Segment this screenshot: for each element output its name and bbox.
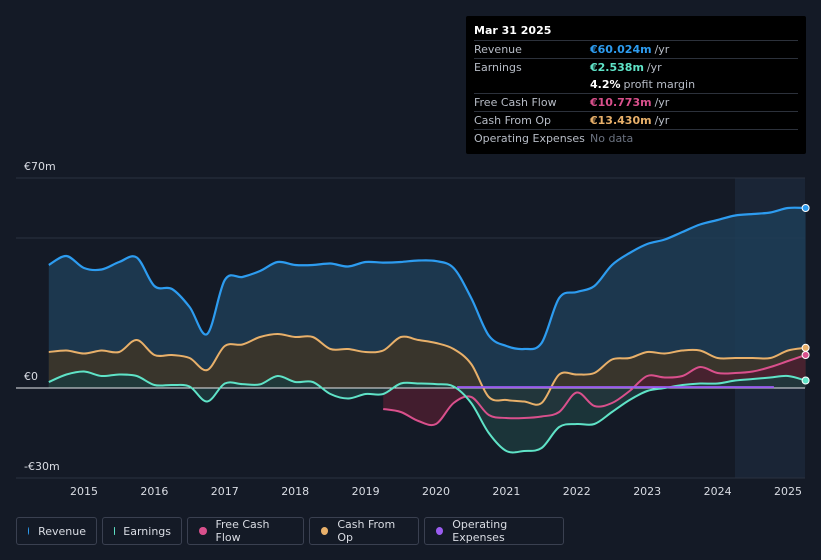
tooltip-row-unit: /yr bbox=[654, 96, 670, 109]
tooltip-row-value: No data bbox=[590, 132, 634, 145]
tooltip-row-value: €10.773m bbox=[590, 96, 652, 109]
earnings-area bbox=[48, 371, 806, 453]
cash-from-op-end-point bbox=[801, 343, 810, 352]
free-cash-flow-end-point bbox=[801, 351, 810, 359]
legend-label: Revenue bbox=[38, 524, 86, 538]
x-tick-2016: 2016 bbox=[140, 485, 168, 498]
legend-item-cash-from-op[interactable]: Cash From Op bbox=[309, 517, 419, 545]
cash-from-op-line bbox=[48, 333, 806, 406]
legend-label: Free Cash Flow bbox=[215, 518, 270, 544]
tooltip-row-label: Earnings bbox=[474, 61, 522, 74]
tooltip-row-label bbox=[474, 76, 590, 93]
x-tick-2018: 2018 bbox=[281, 485, 309, 498]
earnings-line bbox=[48, 370, 806, 454]
legend-item-earnings[interactable]: Earnings bbox=[102, 517, 182, 545]
tooltip-row-label: Revenue bbox=[474, 43, 522, 56]
tooltip-row: Free Cash Flow €10.773m/yr bbox=[474, 93, 798, 111]
y-label-zero: €0 bbox=[24, 370, 38, 383]
revenue-end-point bbox=[801, 204, 810, 212]
legend-dot-icon bbox=[321, 527, 329, 535]
free-cash-flow-line bbox=[383, 354, 806, 427]
tooltip-row-unit: profit margin bbox=[623, 78, 696, 91]
legend-item-revenue[interactable]: Revenue bbox=[16, 517, 97, 545]
legend-label: Operating Expenses bbox=[452, 518, 508, 544]
tooltip-row-value: €60.024m bbox=[590, 43, 652, 56]
tooltip-row: Cash From Op €13.430m/yr bbox=[474, 111, 798, 129]
tooltip-date: Mar 31 2025 bbox=[474, 24, 552, 37]
legend-dot-icon bbox=[199, 527, 207, 535]
tooltip-row-unit: /yr bbox=[646, 61, 662, 74]
y-label-bottom: -€30m bbox=[24, 460, 60, 473]
legend-item-operating-expenses[interactable]: Operating Expenses bbox=[424, 517, 564, 545]
x-tick-2015: 2015 bbox=[70, 485, 98, 498]
x-tick-2017: 2017 bbox=[211, 485, 239, 498]
tooltip-row: Earnings €2.538m/yr bbox=[474, 58, 798, 76]
tooltip-row: 4.2% profit margin bbox=[474, 76, 798, 93]
tooltip-row-value: €2.538m bbox=[590, 61, 644, 74]
tooltip-row: Revenue €60.024m/yr bbox=[474, 40, 798, 58]
revenue-line bbox=[48, 206, 806, 351]
x-tick-2024: 2024 bbox=[704, 485, 732, 498]
tooltip-row-label: Free Cash Flow bbox=[474, 96, 557, 109]
tooltip-row-label: Operating Expenses bbox=[474, 132, 585, 145]
legend-dot-icon bbox=[28, 527, 30, 535]
tooltip-panel: Mar 31 2025 Revenue €60.024m/yr Earnings €2… bbox=[466, 16, 806, 154]
x-tick-2025: 2025 bbox=[774, 485, 802, 498]
tooltip-row-unit: /yr bbox=[654, 43, 670, 56]
tooltip-row-label: Cash From Op bbox=[474, 114, 552, 127]
tooltip-row-value: €13.430m bbox=[590, 114, 652, 127]
legend-item-free-cash-flow[interactable]: Free Cash Flow bbox=[187, 517, 304, 545]
x-tick-2023: 2023 bbox=[633, 485, 661, 498]
tooltip-row-unit: /yr bbox=[654, 114, 670, 127]
x-tick-2019: 2019 bbox=[352, 485, 380, 498]
tooltip-row: Operating Expenses No data bbox=[474, 129, 798, 147]
x-tick-2021: 2021 bbox=[492, 485, 520, 498]
earnings-end-point bbox=[801, 376, 810, 385]
y-label-top: €70m bbox=[24, 160, 56, 173]
legend-label: Earnings bbox=[123, 524, 171, 538]
revenue-area bbox=[48, 207, 806, 388]
x-tick-2020: 2020 bbox=[422, 485, 450, 498]
tooltip-row-value: 4.2% bbox=[590, 78, 621, 91]
legend-label: Cash From Op bbox=[337, 518, 396, 544]
x-tick-2022: 2022 bbox=[563, 485, 591, 498]
legend-dot-icon bbox=[436, 527, 444, 535]
